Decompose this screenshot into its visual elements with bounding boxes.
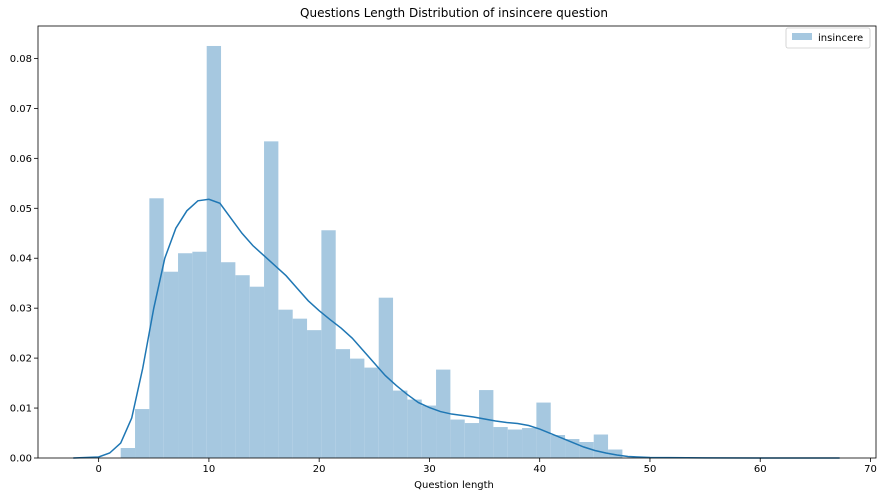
y-tick-label: 0.02 (10, 354, 32, 365)
histogram-bar (120, 448, 136, 458)
histogram-bar (135, 409, 150, 458)
x-tick-label: 60 (754, 464, 767, 475)
histogram-bar (407, 399, 422, 458)
x-tick-label: 50 (644, 464, 657, 475)
histogram-bar (278, 309, 293, 458)
histogram-bar (364, 367, 379, 458)
legend-label-insincere: insincere (818, 33, 863, 44)
plot-frame (37, 25, 877, 459)
histogram-bar (493, 427, 508, 458)
histogram-bar (264, 141, 279, 459)
histogram-bar (550, 435, 566, 458)
y-axis-ticks: 0.00 0.01 0.02 0.03 0.04 0.05 0.06 0.07 0.08 (10, 54, 38, 465)
x-tick-label: 0 (95, 464, 101, 475)
y-tick-label: 0.04 (10, 254, 32, 265)
x-tick-label: 40 (533, 464, 546, 475)
histogram-bar (507, 429, 523, 458)
y-tick-label: 0.07 (10, 104, 32, 115)
histogram-bar (221, 262, 236, 458)
y-tick-label: 0.01 (10, 404, 32, 415)
histogram-bar (307, 330, 322, 458)
histogram-bar (608, 449, 623, 458)
histogram-bar (450, 419, 465, 458)
histogram-bar (163, 271, 179, 458)
y-tick-label: 0.08 (10, 54, 32, 65)
kde-layer (73, 198, 840, 459)
histogram-bar (479, 390, 494, 458)
x-axis-label: Question length (414, 480, 494, 491)
histogram-bar (393, 390, 408, 458)
histogram-bar (249, 286, 265, 458)
histogram-bar (421, 405, 437, 458)
bars-layer (120, 45, 623, 459)
y-tick-label: 0.05 (10, 204, 32, 215)
chart-title: Questions Length Distribution of insince… (300, 6, 608, 20)
histogram-bar (378, 297, 394, 458)
y-tick-label: 0.03 (10, 304, 32, 315)
histogram-bar (350, 358, 365, 458)
histogram-bar (235, 275, 250, 458)
histogram-bar (436, 369, 451, 458)
histogram-bar (149, 198, 164, 458)
histogram-bar (192, 251, 207, 458)
x-tick-label: 10 (203, 464, 216, 475)
x-tick-label: 30 (423, 464, 436, 475)
y-tick-label: 0.06 (10, 154, 32, 165)
legend-swatch (792, 33, 812, 40)
histogram-bar (464, 423, 480, 458)
histogram-bar (522, 428, 537, 458)
x-tick-label: 20 (313, 464, 326, 475)
histogram-bar (593, 434, 609, 458)
x-tick-label: 70 (864, 464, 877, 475)
histogram-bar (292, 318, 308, 458)
histogram-bar (206, 45, 222, 459)
y-tick-label: 0.00 (10, 454, 32, 465)
legend: insincere (785, 27, 871, 49)
histogram-bar (335, 349, 351, 458)
histogram-bar (178, 253, 193, 458)
kde-line (73, 198, 840, 459)
histogram-bar (321, 230, 336, 458)
x-axis-ticks: 0 10 20 30 40 50 60 70 (95, 458, 877, 475)
